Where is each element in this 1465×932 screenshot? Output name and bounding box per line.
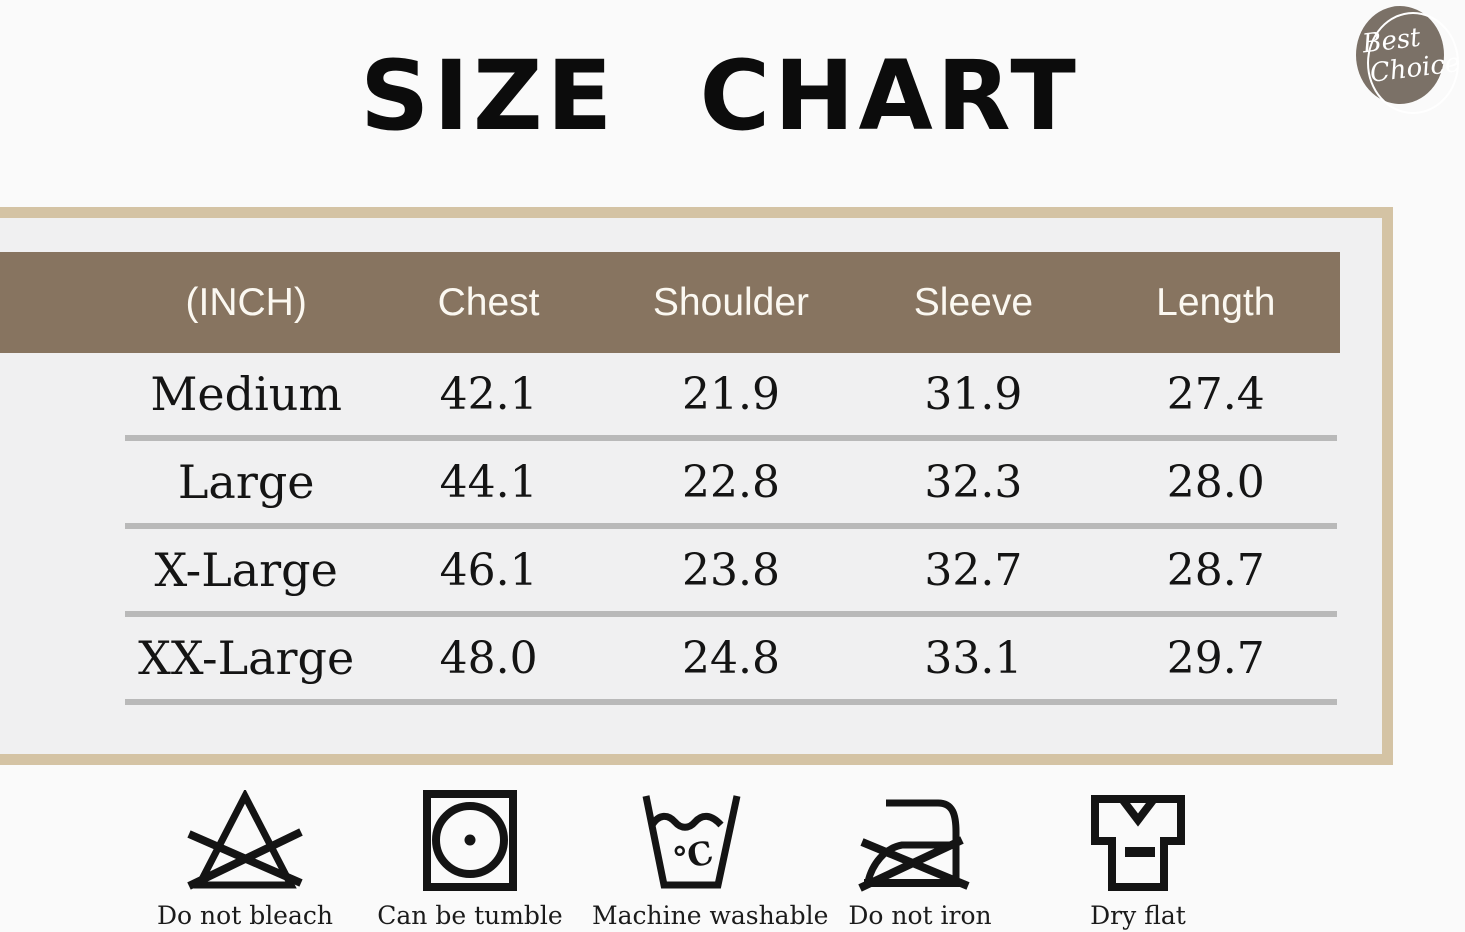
do-not-bleach-icon	[187, 790, 303, 890]
logo-text: Best Choice	[1361, 19, 1462, 90]
sleeve-value: 31.9	[924, 368, 1023, 420]
care-label: Dry flat	[1090, 901, 1186, 930]
care-label: Do not iron	[848, 901, 992, 930]
care-item-tumble-dry: Can be tumble	[370, 778, 570, 930]
chest-value: 44.1	[439, 456, 538, 508]
shoulder-value: 24.8	[682, 632, 780, 684]
table-row-x-large: X-Large 46.1 23.8 32.7 28.7	[125, 529, 1337, 617]
care-label: Can be tumble	[377, 901, 563, 930]
sleeve-value: 32.3	[924, 456, 1023, 508]
chest-value: 42.1	[439, 368, 538, 420]
size-label: Medium	[150, 367, 343, 421]
sleeve-value: 33.1	[924, 632, 1023, 684]
chest-value: 48.0	[439, 632, 538, 684]
size-label: XX-Large	[138, 631, 355, 685]
chest-value: 46.1	[439, 544, 538, 596]
page-title: SIZE CHART	[360, 40, 1080, 152]
table-row-xx-large: XX-Large 48.0 24.8 33.1 29.7	[125, 617, 1337, 705]
column-header-unit: (INCH)	[185, 280, 307, 324]
icon-box	[145, 778, 345, 892]
icon-box	[820, 778, 1020, 892]
care-label: Do not bleach	[157, 901, 333, 930]
icon-box	[370, 778, 570, 892]
length-value: 28.7	[1166, 544, 1265, 596]
care-item-machine-washable: ℃ Machine washable	[592, 778, 829, 930]
do-not-iron-icon	[858, 799, 970, 892]
size-table-body: Medium 42.1 21.9 31.9 27.4 Large 44.1 22…	[125, 353, 1337, 705]
length-value: 29.7	[1166, 632, 1265, 684]
table-header-row: (INCH) Chest Shoulder Sleeve Length	[0, 252, 1340, 353]
care-item-do-not-bleach: Do not bleach	[145, 778, 345, 930]
sleeve-value: 32.7	[924, 544, 1023, 596]
care-label: Machine washable	[592, 901, 829, 930]
size-label: X-Large	[154, 543, 338, 597]
care-item-dry-flat: Dry flat	[1038, 778, 1238, 930]
best-choice-logo: Best Choice	[1350, 2, 1465, 122]
shoulder-value: 22.8	[682, 456, 780, 508]
icon-box: ℃	[592, 778, 792, 892]
size-label: Large	[177, 455, 315, 509]
table-row-large: Large 44.1 22.8 32.3 28.0	[125, 441, 1337, 529]
length-value: 27.4	[1166, 368, 1265, 420]
dry-flat-icon	[1091, 795, 1185, 891]
table-row-medium: Medium 42.1 21.9 31.9 27.4	[125, 353, 1337, 441]
svg-text:℃: ℃	[671, 833, 716, 878]
column-header-shoulder: Shoulder	[652, 280, 810, 324]
icon-box	[1038, 778, 1238, 892]
tumble-dry-icon	[423, 790, 517, 891]
table-header-grid: (INCH) Chest Shoulder Sleeve Length	[125, 252, 1337, 353]
logo-ring	[1367, 12, 1459, 114]
column-header-length: Length	[1156, 280, 1276, 324]
shoulder-value: 23.8	[682, 544, 780, 596]
care-item-do-not-iron: Do not iron	[820, 778, 1020, 930]
column-header-chest: Chest	[437, 280, 540, 324]
column-header-sleeve: Sleeve	[913, 280, 1034, 324]
machine-washable-icon: ℃	[642, 795, 741, 889]
shoulder-value: 21.9	[682, 368, 780, 420]
length-value: 28.0	[1166, 456, 1265, 508]
